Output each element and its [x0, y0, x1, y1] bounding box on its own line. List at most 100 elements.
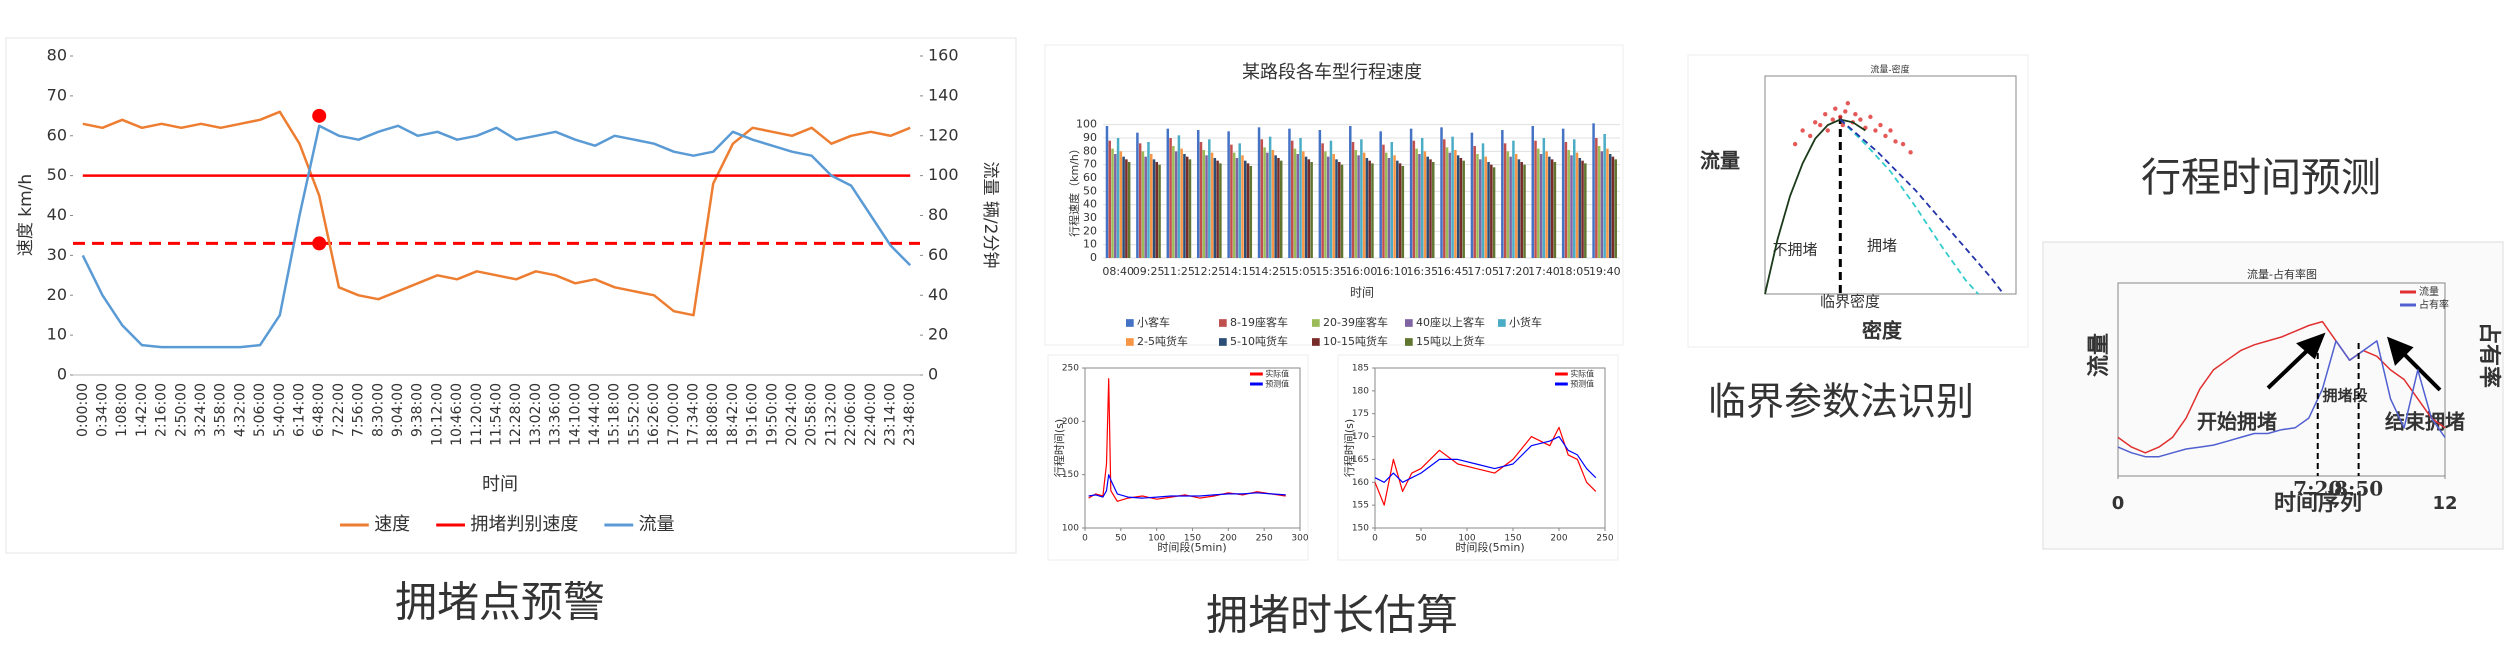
chart-title: 某路段各车型行程速度	[1242, 62, 1422, 83]
x-tick-label: 15:52:00	[626, 383, 642, 446]
annotation: 开始拥堵	[2197, 410, 2277, 434]
bar	[1531, 126, 1534, 258]
y-tick-label: 100	[1076, 118, 1097, 131]
bar	[1409, 128, 1413, 258]
y2-tick-label: 80	[928, 205, 948, 224]
bar	[1501, 130, 1504, 258]
x-tick-label: 3:24:00	[193, 383, 209, 437]
bar	[1398, 163, 1402, 258]
line-series	[1088, 378, 1286, 502]
y-tick-label: 50	[47, 165, 67, 184]
bar	[1454, 150, 1457, 258]
legend-swatch	[1405, 319, 1413, 327]
scatter-point	[1825, 128, 1830, 133]
bar	[1572, 139, 1576, 258]
bar	[1354, 150, 1358, 258]
y-tick-label: 250	[1062, 364, 1079, 374]
legend-label: 15吨以上货车	[1416, 334, 1485, 348]
bar	[1205, 155, 1208, 258]
y-tick-label: 70	[1083, 158, 1097, 171]
plot-frame	[1374, 367, 1606, 529]
bar	[1210, 152, 1214, 258]
bar	[1108, 140, 1112, 258]
y2-tick-label: 160	[928, 46, 959, 65]
bar	[1230, 144, 1233, 258]
bar	[1144, 156, 1147, 258]
bar	[1338, 162, 1341, 258]
bar	[1581, 160, 1584, 258]
bar	[1147, 142, 1150, 258]
bar	[1196, 130, 1200, 258]
y-tick-label: 70	[47, 85, 67, 104]
bar	[1288, 128, 1291, 258]
bar	[1279, 160, 1283, 258]
x-tick-label: 17:05	[1467, 265, 1499, 278]
bar	[1213, 158, 1217, 258]
bar	[1199, 142, 1203, 258]
bar	[1371, 163, 1374, 258]
scatter-point	[1800, 128, 1805, 133]
y-label: 行程时间(s)	[1343, 419, 1356, 477]
bar	[1177, 135, 1181, 258]
bar	[1150, 154, 1153, 258]
legend-swatch	[1405, 338, 1413, 346]
x-tick-label: 22:40:00	[863, 383, 879, 446]
bar	[1401, 166, 1405, 258]
bar	[1448, 152, 1452, 258]
x-label: 时间段(5min)	[1455, 540, 1524, 554]
x-tick-label: 12:28:00	[508, 383, 524, 446]
y-tick-label: 165	[1352, 455, 1369, 465]
x-tick-label: 17:40	[1528, 265, 1560, 278]
x-label: 密度	[1862, 319, 1903, 343]
x-tick-label: 4:32:00	[232, 383, 248, 437]
bar	[1208, 139, 1211, 258]
x-tick-label: 50	[1415, 534, 1427, 544]
x-tick-label: 100	[1148, 534, 1165, 544]
bar	[1152, 159, 1156, 258]
legend-label: 预测值	[1570, 379, 1594, 389]
x-tick-label: 2:16:00	[154, 383, 170, 437]
y2-tick-label: 40	[928, 285, 948, 304]
x-tick-label: 08:40	[1102, 265, 1134, 278]
annotation: 临界密度	[1820, 293, 1880, 311]
line-series	[2117, 320, 2446, 454]
bar	[1307, 159, 1311, 258]
caption: 行程时间预测	[2141, 155, 2381, 201]
x-tick-label: 09:25	[1133, 265, 1165, 278]
y-tick-label: 150	[1352, 524, 1369, 534]
x-tick-label: 0:00:00	[75, 383, 91, 437]
bar	[1490, 164, 1493, 258]
caption: 拥堵点预警	[395, 578, 605, 627]
x-tick-label: 14:25	[1254, 265, 1286, 278]
legend-label: 占有率	[2419, 298, 2449, 311]
x-tick-label: 7:22:00	[331, 383, 347, 437]
bar	[1578, 158, 1582, 258]
x-tick-label: 13:36:00	[548, 383, 564, 446]
scatter-point	[1873, 128, 1878, 133]
line-series	[1374, 436, 1597, 483]
y-tick-label: 60	[47, 125, 67, 144]
x-tick-label: 200	[1220, 534, 1237, 544]
legend-swatch	[1312, 338, 1320, 346]
bar	[1492, 167, 1496, 258]
bar	[1119, 151, 1123, 258]
bar	[1332, 154, 1335, 258]
legend-swatch	[1126, 338, 1134, 346]
bar	[1523, 164, 1526, 258]
bar	[1597, 146, 1601, 258]
x-tick-label: 0	[2112, 493, 2125, 514]
line-series	[2117, 340, 2446, 458]
y-label: 行程速度（km/h）	[1067, 143, 1081, 237]
bar	[1263, 147, 1266, 258]
x-tick-label: 14:10:00	[567, 383, 583, 446]
x-tick-label: 16:10	[1376, 265, 1408, 278]
legend-swatch	[1219, 319, 1227, 327]
bar	[1517, 159, 1521, 258]
x-tick-label: 1:08:00	[114, 383, 130, 437]
y-tick-label: 0	[57, 365, 67, 384]
y-label: 流量	[2086, 333, 2112, 377]
bar	[1567, 150, 1570, 258]
bar	[1318, 130, 1322, 258]
y-tick-label: 155	[1352, 501, 1369, 511]
